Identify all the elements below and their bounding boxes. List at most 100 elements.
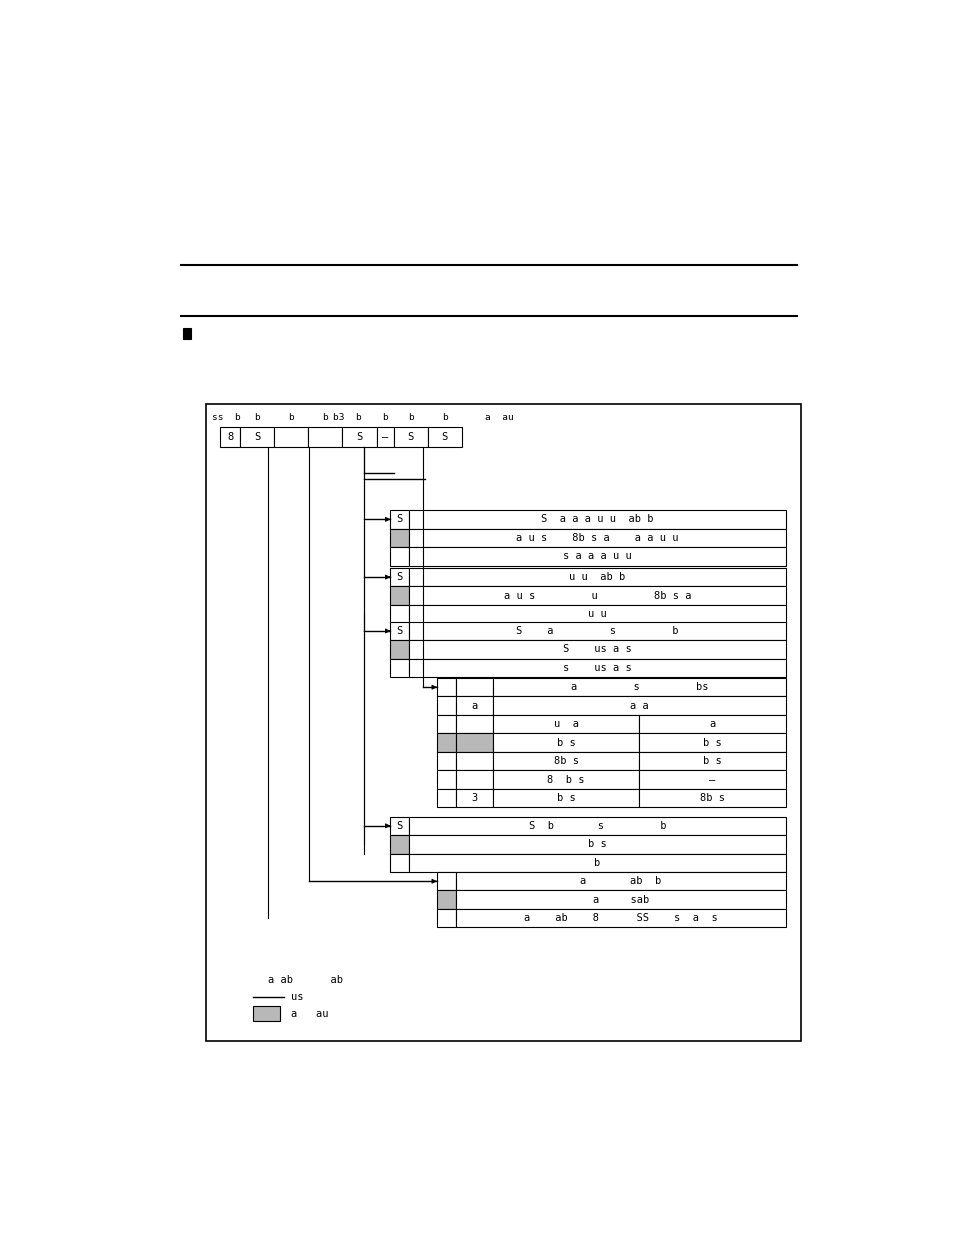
Bar <box>456 890 785 909</box>
Text: a  au: a au <box>484 414 513 422</box>
Text: S: S <box>356 432 362 442</box>
Bar <box>409 853 785 872</box>
Bar <box>409 587 785 605</box>
Bar <box>639 752 785 771</box>
Bar <box>220 427 240 447</box>
Bar <box>493 752 639 771</box>
Text: a     sab: a sab <box>592 894 648 905</box>
Bar <box>456 872 785 890</box>
Bar <box>436 678 456 697</box>
Bar <box>436 697 456 715</box>
Bar <box>639 734 785 752</box>
Text: s    us a s: s us a s <box>562 663 631 673</box>
Bar <box>390 605 409 624</box>
Text: S: S <box>396 572 402 582</box>
Bar <box>376 427 394 447</box>
Text: —: — <box>709 774 715 784</box>
Text: S    a         s         b: S a s b <box>516 626 678 636</box>
Bar <box>493 734 639 752</box>
Bar <box>493 715 639 734</box>
Bar <box>240 427 274 447</box>
Bar <box>390 568 409 587</box>
Text: b s: b s <box>557 737 575 747</box>
Bar <box>409 605 785 624</box>
Text: 8  b s: 8 b s <box>547 774 584 784</box>
Bar <box>456 752 493 771</box>
Text: s a a a u u: s a a a u u <box>562 551 631 561</box>
Text: a a: a a <box>629 700 648 710</box>
Text: b3  b: b3 b <box>334 414 362 422</box>
Text: b s: b s <box>702 756 721 766</box>
Text: 8b s: 8b s <box>553 756 578 766</box>
Text: b: b <box>407 414 413 422</box>
Text: b: b <box>288 414 294 422</box>
Bar <box>390 835 409 853</box>
Bar <box>456 771 493 789</box>
Bar <box>409 621 785 640</box>
Text: a         s         bs: a s bs <box>570 682 707 692</box>
Bar <box>390 816 409 835</box>
Text: S: S <box>253 432 260 442</box>
Bar <box>427 427 461 447</box>
Bar <box>409 816 785 835</box>
Bar <box>342 427 376 447</box>
Bar <box>390 529 409 547</box>
Bar <box>493 678 785 697</box>
Text: S: S <box>407 432 414 442</box>
Bar <box>436 909 456 927</box>
Bar <box>436 789 456 808</box>
Bar <box>390 510 409 529</box>
Text: —: — <box>381 432 388 442</box>
Text: S: S <box>441 432 447 442</box>
Text: b: b <box>322 414 328 422</box>
Bar <box>390 621 409 640</box>
Bar <box>390 547 409 566</box>
Bar <box>456 909 785 927</box>
Bar <box>456 715 493 734</box>
Text: 8b s: 8b s <box>700 793 724 803</box>
Bar <box>639 715 785 734</box>
Bar <box>409 658 785 677</box>
Bar <box>493 697 785 715</box>
Bar <box>456 678 493 697</box>
Bar <box>639 771 785 789</box>
Text: a ab      ab: a ab ab <box>268 974 343 984</box>
Bar <box>436 872 456 890</box>
Bar <box>409 510 785 529</box>
Text: u u  ab b: u u ab b <box>569 572 625 582</box>
Bar <box>409 529 785 547</box>
Bar <box>409 568 785 587</box>
Bar <box>493 771 639 789</box>
Text: u  a: u a <box>553 719 578 729</box>
Bar <box>206 404 801 1041</box>
Bar <box>390 587 409 605</box>
Text: b s: b s <box>557 793 575 803</box>
Text: a   au: a au <box>291 1009 329 1019</box>
Text: us: us <box>291 992 303 1002</box>
Text: S  a a a u u  ab b: S a a a u u ab b <box>540 514 653 525</box>
Text: b: b <box>594 858 600 868</box>
Text: a: a <box>471 700 476 710</box>
Text: 8: 8 <box>227 432 233 442</box>
Text: b s: b s <box>587 840 606 850</box>
Bar <box>639 789 785 808</box>
Bar <box>274 427 308 447</box>
Bar <box>456 697 493 715</box>
Bar <box>456 789 493 808</box>
Bar <box>436 715 456 734</box>
Text: u u: u u <box>587 609 606 619</box>
Bar <box>183 329 191 340</box>
Bar <box>253 1007 280 1021</box>
Bar <box>409 547 785 566</box>
Text: S: S <box>396 626 402 636</box>
Text: a u s    8b s a    a a u u: a u s 8b s a a a u u <box>516 532 678 543</box>
Bar <box>409 835 785 853</box>
Bar <box>390 853 409 872</box>
Text: a    ab    8      SS    s  a  s: a ab 8 SS s a s <box>523 913 717 924</box>
Bar <box>409 640 785 658</box>
Bar <box>436 890 456 909</box>
Bar <box>390 658 409 677</box>
Text: 3: 3 <box>471 793 476 803</box>
Text: S    us a s: S us a s <box>562 645 631 655</box>
Text: b: b <box>441 414 447 422</box>
